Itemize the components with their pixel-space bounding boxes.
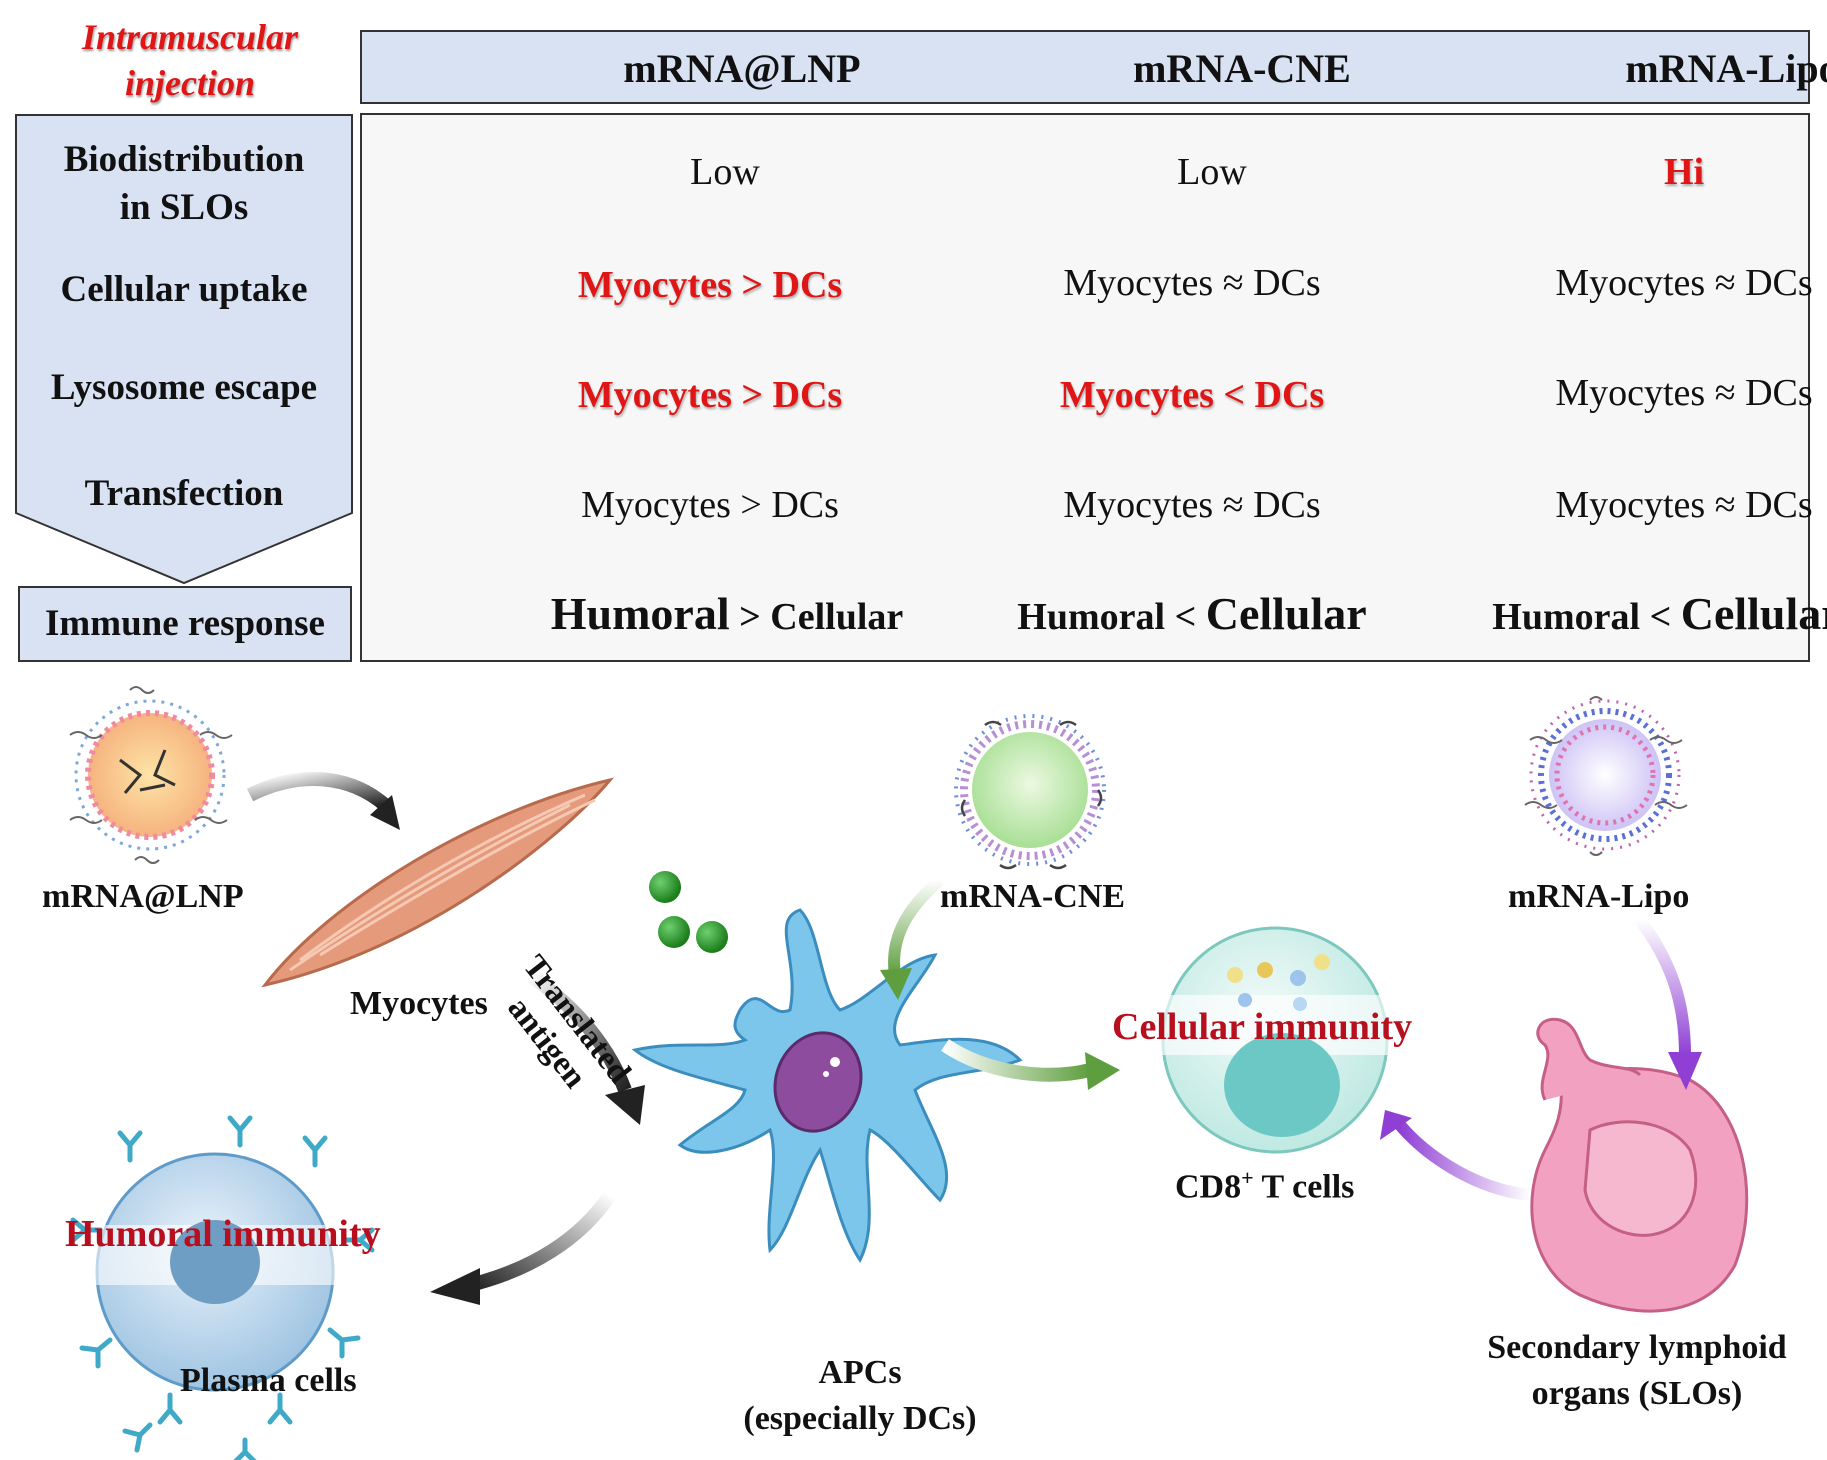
label-cne: mRNA-CNE bbox=[940, 878, 1126, 915]
label-lipo: mRNA-Lipo bbox=[1508, 878, 1690, 915]
row-label-transfection: Transfection bbox=[84, 473, 284, 514]
lipo-particle-icon bbox=[1524, 696, 1688, 856]
cell-immune-lnp: Humoral > Cellular bbox=[550, 588, 904, 639]
cell-bio-lipo: Hi bbox=[1663, 151, 1705, 193]
cell-immune-cne: Humoral < Cellular bbox=[1017, 588, 1367, 639]
arrow-apc-to-tcell bbox=[941, 1039, 1120, 1090]
label-plasma-cells: Plasma cells bbox=[180, 1362, 357, 1399]
row-label-uptake: Cellular uptake bbox=[60, 269, 308, 310]
arrow-lnp-to-muscle bbox=[246, 772, 400, 830]
label-slos: Secondary lymphoid organs (SLOs) bbox=[1487, 1329, 1787, 1412]
antibody-icon bbox=[70, 1115, 375, 1460]
cell-trans-lnp: Myocytes > DCs bbox=[581, 484, 839, 526]
column-lipo: mRNA-Lipo bbox=[1625, 46, 1827, 91]
label-myocytes: Myocytes bbox=[350, 985, 488, 1022]
cne-particle-icon bbox=[954, 714, 1106, 870]
antigen-dots-icon bbox=[649, 871, 728, 953]
cell-lyso-cne: Myocytes < DCs bbox=[1059, 374, 1325, 416]
dendritic-cell-icon bbox=[631, 908, 1023, 1263]
injection-label: Intramuscular injection bbox=[81, 17, 299, 103]
label-cd8-t-cells: CD8+ T cells bbox=[1175, 1165, 1355, 1206]
arrow-lipo-to-organ bbox=[1635, 916, 1702, 1090]
cell-bio-cne: Low bbox=[1177, 151, 1247, 193]
column-cne: mRNA-CNE bbox=[1133, 46, 1351, 91]
cell-lyso-lnp: Myocytes > DCs bbox=[577, 374, 843, 416]
cell-uptake-cne: Myocytes ≈ DCs bbox=[1063, 262, 1321, 304]
arrow-apc-to-plasma bbox=[430, 1191, 616, 1305]
lymphoid-organ-icon bbox=[1530, 1017, 1749, 1313]
row-label-biodistribution: Biodistribution in SLOs bbox=[63, 139, 305, 228]
process-arrow-panel bbox=[15, 114, 353, 585]
label-lnp: mRNA@LNP bbox=[42, 878, 244, 915]
cell-lyso-lipo: Myocytes ≈ DCs bbox=[1555, 372, 1813, 414]
label-humoral-immunity: Humoral immunity bbox=[65, 1213, 381, 1255]
muscle-myocyte-icon bbox=[261, 777, 615, 988]
cell-bio-lnp: Low bbox=[690, 151, 760, 193]
plasma-cell-icon bbox=[70, 1115, 375, 1460]
label-apcs: APCs (especially DCs) bbox=[743, 1354, 977, 1437]
cell-trans-cne: Myocytes ≈ DCs bbox=[1063, 484, 1321, 526]
arrow-muscle-to-apc bbox=[525, 969, 645, 1125]
cell-uptake-lnp: Myocytes > DCs bbox=[577, 264, 843, 306]
cell-uptake-lipo: Myocytes ≈ DCs bbox=[1555, 262, 1813, 304]
cd8-t-cell-icon bbox=[1155, 926, 1395, 1154]
row-label-immune: Immune response bbox=[18, 586, 352, 662]
column-lnp: mRNA@LNP bbox=[623, 46, 861, 91]
lnp-particle-icon bbox=[69, 686, 233, 864]
cell-trans-lipo: Myocytes ≈ DCs bbox=[1555, 484, 1813, 526]
comparison-table: Low Low Hi Myocytes > DCs Myocytes ≈ DCs… bbox=[360, 113, 1827, 662]
label-cellular-immunity: Cellular immunity bbox=[1112, 1006, 1413, 1048]
row-label-lysosome: Lysosome escape bbox=[50, 367, 318, 408]
arrow-organ-to-tcell bbox=[1380, 1110, 1531, 1201]
column-header: mRNA@LNP mRNA-CNE mRNA-Lipo bbox=[360, 30, 1827, 104]
cell-immune-lipo: Humoral < Cellular bbox=[1492, 588, 1827, 639]
arrow-cne-to-apc bbox=[880, 875, 944, 1000]
